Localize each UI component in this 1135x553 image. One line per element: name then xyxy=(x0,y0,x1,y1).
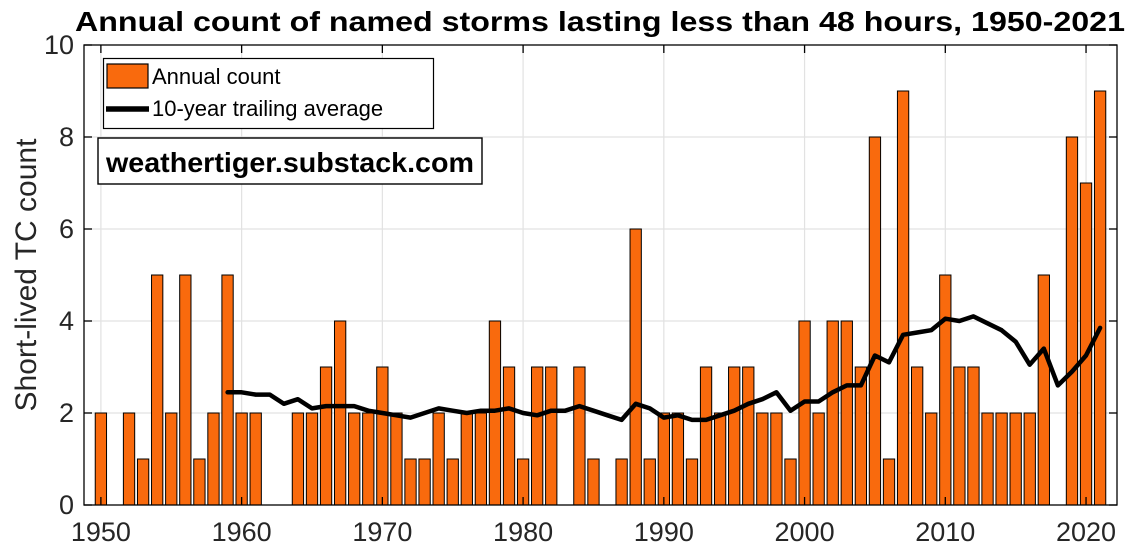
bar-1988 xyxy=(629,228,642,506)
x-tick-label-1950: 1950 xyxy=(71,517,131,547)
bar-2002 xyxy=(826,320,839,506)
bar-1997 xyxy=(756,412,769,506)
trailing-average-line xyxy=(225,314,1103,423)
tick-labels: 1950 1960 1970 1980 1990 2000 2010 2020 0 2 4 6 8 10 xyxy=(44,30,1116,547)
bar-2011 xyxy=(953,366,966,506)
y-tick-label-0: 0 xyxy=(59,490,74,520)
y-tick-label-8: 8 xyxy=(59,122,74,152)
trailing-average-polyline xyxy=(225,314,1103,423)
bar-1958 xyxy=(207,412,220,506)
bar-2021 xyxy=(1093,90,1107,506)
bar-1996 xyxy=(742,366,755,506)
bar-1973 xyxy=(418,458,431,506)
bar-1991 xyxy=(671,412,685,506)
bar-1987 xyxy=(615,458,628,506)
bar-1953 xyxy=(136,458,150,506)
bar-2006 xyxy=(882,458,896,506)
bar-1974 xyxy=(432,412,445,506)
watermark: weathertiger.substack.com xyxy=(97,137,483,185)
bar-1989 xyxy=(643,458,656,506)
bar-1990 xyxy=(657,412,670,506)
bar-1960 xyxy=(235,412,248,506)
y-tick-label-6: 6 xyxy=(59,214,74,244)
bar-1952 xyxy=(122,412,136,506)
bar-1982 xyxy=(545,366,558,506)
bar-1954 xyxy=(151,274,164,506)
bar-1969 xyxy=(362,412,375,506)
bar-2017 xyxy=(1037,274,1050,506)
bar-1985 xyxy=(587,458,600,506)
legend: Annual count 10-year trailing average xyxy=(102,57,435,130)
bar-2008 xyxy=(911,366,924,506)
axis-layer xyxy=(83,44,1118,506)
legend-item-annual-count: Annual count xyxy=(152,64,280,89)
bar-2019 xyxy=(1065,136,1079,506)
bar-1978 xyxy=(488,320,502,506)
bar-1993 xyxy=(699,366,713,506)
bar-1970 xyxy=(376,366,389,506)
legend-box xyxy=(102,57,435,130)
bar-2012 xyxy=(967,366,980,506)
bar-1984 xyxy=(573,366,586,506)
bar-1955 xyxy=(165,412,178,506)
plot-border xyxy=(83,44,1118,506)
bar-1976 xyxy=(460,412,473,506)
bar-2014 xyxy=(995,412,1008,506)
y-tick-label-10: 10 xyxy=(44,30,74,60)
bar-2003 xyxy=(840,320,853,506)
bar-2005 xyxy=(868,136,882,506)
bar-1959 xyxy=(221,274,234,506)
bar-1966 xyxy=(319,366,333,506)
y-tick-label-4: 4 xyxy=(59,306,74,336)
bar-1995 xyxy=(728,366,741,506)
bar-2000 xyxy=(798,320,811,506)
bar-1998 xyxy=(770,412,783,506)
legend-bar-swatch-icon xyxy=(106,63,149,89)
bar-1999 xyxy=(784,458,797,506)
bar-1979 xyxy=(502,366,516,506)
watermark-text: weathertiger.substack.com xyxy=(105,147,474,178)
bar-1977 xyxy=(474,412,488,506)
bar-1992 xyxy=(685,458,699,506)
y-tick-label-2: 2 xyxy=(59,398,74,428)
legend-item-trailing-average: 10-year trailing average xyxy=(152,96,383,121)
bar-2013 xyxy=(981,412,994,506)
bar-1964 xyxy=(291,412,305,506)
bar-1994 xyxy=(713,412,727,506)
x-tick-label-2020: 2020 xyxy=(1056,517,1116,547)
y-axis-label: Short-lived TC count xyxy=(10,138,43,412)
bar-1957 xyxy=(193,458,206,506)
bar-1968 xyxy=(348,412,361,506)
x-tick-label-1960: 1960 xyxy=(212,517,272,547)
bar-1971 xyxy=(390,412,403,506)
bar-2009 xyxy=(925,412,938,506)
bar-1972 xyxy=(404,458,417,506)
bar-2010 xyxy=(939,274,952,506)
bar-1967 xyxy=(333,320,347,506)
bar-1950 xyxy=(94,412,108,506)
chart-title: Annual count of named storms lasting les… xyxy=(75,6,1125,37)
x-tick-label-1970: 1970 xyxy=(352,517,412,547)
watermark-box xyxy=(97,137,483,185)
bar-1965 xyxy=(305,412,319,506)
bar-1981 xyxy=(531,366,544,506)
bar-2001 xyxy=(812,412,825,506)
x-tick-label-1980: 1980 xyxy=(493,517,553,547)
bar-1956 xyxy=(179,274,192,506)
bar-2016 xyxy=(1023,412,1036,506)
bar-2004 xyxy=(854,366,868,506)
bar-2015 xyxy=(1009,412,1022,506)
x-tick-label-2000: 2000 xyxy=(775,517,835,547)
x-tick-label-2010: 2010 xyxy=(915,517,975,547)
bar-1961 xyxy=(249,412,262,506)
bar-1975 xyxy=(446,458,459,506)
bar-2007 xyxy=(896,90,910,506)
x-tick-label-1990: 1990 xyxy=(634,517,694,547)
